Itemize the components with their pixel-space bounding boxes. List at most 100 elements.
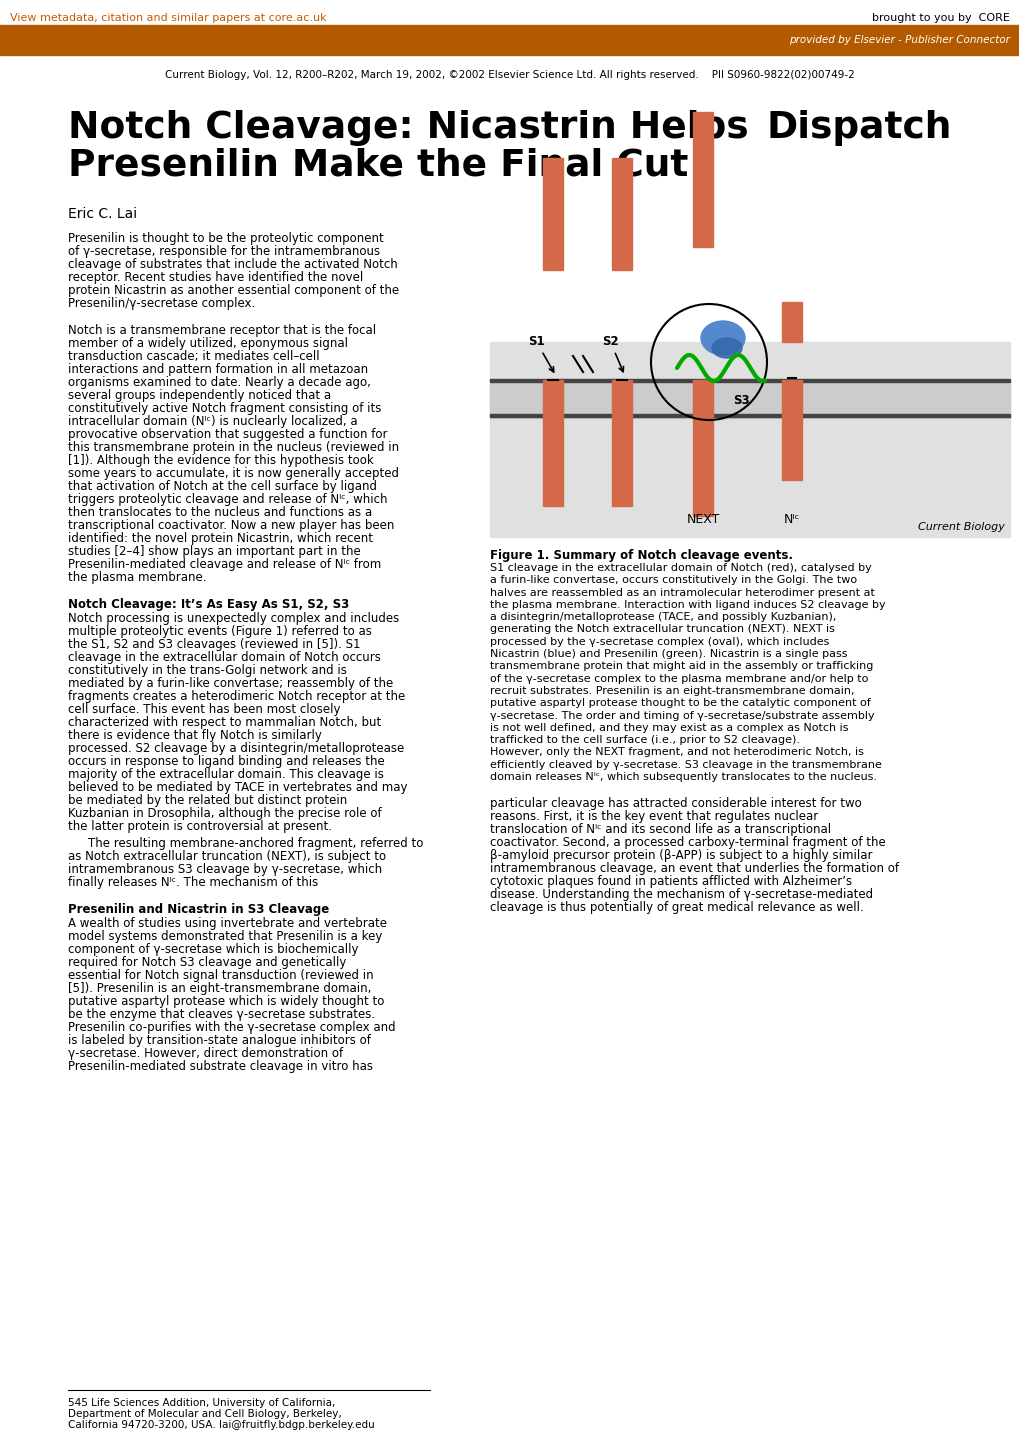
Text: Department of Molecular and Cell Biology, Berkeley,: Department of Molecular and Cell Biology… xyxy=(68,1408,341,1418)
Text: γ-secretase. The order and timing of γ-secretase/substrate assembly: γ-secretase. The order and timing of γ-s… xyxy=(489,710,873,720)
Text: brought to you by  CORE: brought to you by CORE xyxy=(871,13,1009,23)
Text: Current Biology: Current Biology xyxy=(917,522,1004,532)
Bar xyxy=(611,380,632,418)
Text: the latter protein is controversial at present.: the latter protein is controversial at p… xyxy=(68,820,331,833)
Text: believed to be mediated by TACE in vertebrates and may: believed to be mediated by TACE in verte… xyxy=(68,781,408,794)
Text: cytotoxic plaques found in patients afflicted with Alzheimer’s: cytotoxic plaques found in patients affl… xyxy=(489,876,851,889)
Text: efficiently cleaved by γ-secretase. S3 cleavage in the transmembrane: efficiently cleaved by γ-secretase. S3 c… xyxy=(489,760,881,769)
Bar xyxy=(542,380,562,418)
Text: cell surface. This event has been most closely: cell surface. This event has been most c… xyxy=(68,703,340,716)
Text: occurs in response to ligand binding and releases the: occurs in response to ligand binding and… xyxy=(68,755,384,768)
Text: Nᴵᶜ: Nᴵᶜ xyxy=(784,514,799,527)
Text: S1: S1 xyxy=(528,335,553,372)
Text: constitutively active Notch fragment consisting of its: constitutively active Notch fragment con… xyxy=(68,403,381,416)
Text: S3: S3 xyxy=(733,394,749,407)
Text: component of γ-secretase which is biochemically: component of γ-secretase which is bioche… xyxy=(68,942,358,957)
Bar xyxy=(489,342,1009,537)
Text: that activation of Notch at the cell surface by ligand: that activation of Notch at the cell sur… xyxy=(68,481,377,494)
Text: halves are reassembled as an intramolecular heterodimer present at: halves are reassembled as an intramolecu… xyxy=(489,587,874,597)
Text: required for Notch S3 cleavage and genetically: required for Notch S3 cleavage and genet… xyxy=(68,957,346,970)
Text: Presenilin and Nicastrin in S3 Cleavage: Presenilin and Nicastrin in S3 Cleavage xyxy=(68,903,329,916)
Text: be the enzyme that cleaves γ-secretase substrates.: be the enzyme that cleaves γ-secretase s… xyxy=(68,1009,375,1022)
Text: The resulting membrane-anchored fragment, referred to: The resulting membrane-anchored fragment… xyxy=(88,837,423,850)
Text: [1]). Although the evidence for this hypothesis took: [1]). Although the evidence for this hyp… xyxy=(68,455,373,468)
Text: characterized with respect to mammalian Notch, but: characterized with respect to mammalian … xyxy=(68,716,381,729)
Text: as Notch extracellular truncation (NEXT), is subject to: as Notch extracellular truncation (NEXT)… xyxy=(68,850,386,863)
Text: transmembrane protein that might aid in the assembly or trafficking: transmembrane protein that might aid in … xyxy=(489,661,872,671)
Text: Eric C. Lai: Eric C. Lai xyxy=(68,206,137,221)
Text: California 94720-3200, USA. lai@fruitfly.bdgp.berkeley.edu: California 94720-3200, USA. lai@fruitfly… xyxy=(68,1420,374,1430)
Text: domain releases Nᴵᶜ, which subsequently translocates to the nucleus.: domain releases Nᴵᶜ, which subsequently … xyxy=(489,772,876,782)
Text: processed. S2 cleavage by a disintegrin/metalloprotease: processed. S2 cleavage by a disintegrin/… xyxy=(68,742,404,755)
Text: this transmembrane protein in the nucleus (reviewed in: this transmembrane protein in the nucleu… xyxy=(68,442,398,455)
Bar xyxy=(542,418,562,506)
Text: disease. Understanding the mechanism of γ-secretase-mediated: disease. Understanding the mechanism of … xyxy=(489,889,872,902)
Text: member of a widely utilized, eponymous signal: member of a widely utilized, eponymous s… xyxy=(68,338,347,351)
Bar xyxy=(782,380,801,418)
Text: generating the Notch extracellular truncation (NEXT). NEXT is: generating the Notch extracellular trunc… xyxy=(489,625,835,635)
Text: there is evidence that fly Notch is similarly: there is evidence that fly Notch is simi… xyxy=(68,729,322,742)
Text: be mediated by the related but distinct protein: be mediated by the related but distinct … xyxy=(68,794,346,807)
Text: organisms examined to date. Nearly a decade ago,: organisms examined to date. Nearly a dec… xyxy=(68,377,371,390)
Text: intracellular domain (Nᴵᶜ) is nuclearly localized, a: intracellular domain (Nᴵᶜ) is nuclearly … xyxy=(68,416,358,429)
Bar xyxy=(692,113,712,247)
Text: intramembranous cleavage, an event that underlies the formation of: intramembranous cleavage, an event that … xyxy=(489,863,898,876)
Bar xyxy=(0,25,1019,55)
Text: the S1, S2 and S3 cleavages (reviewed in [5]). S1: the S1, S2 and S3 cleavages (reviewed in… xyxy=(68,638,360,651)
Text: β-amyloid precursor protein (β-APP) is subject to a highly similar: β-amyloid precursor protein (β-APP) is s… xyxy=(489,850,871,863)
Text: Presenilin co-purifies with the γ-secretase complex and: Presenilin co-purifies with the γ-secret… xyxy=(68,1022,395,1035)
Text: Dispatch: Dispatch xyxy=(766,110,951,146)
Text: S2: S2 xyxy=(601,335,623,372)
Text: essential for Notch signal transduction (reviewed in: essential for Notch signal transduction … xyxy=(68,970,373,983)
Text: Presenilin/γ-secretase complex.: Presenilin/γ-secretase complex. xyxy=(68,297,255,310)
Bar xyxy=(611,418,632,506)
Text: View metadata, citation and similar papers at core.ac.uk: View metadata, citation and similar pape… xyxy=(10,13,326,23)
Text: However, only the NEXT fragment, and not heterodimeric Notch, is: However, only the NEXT fragment, and not… xyxy=(489,747,863,758)
Text: fragments creates a heterodimeric Notch receptor at the: fragments creates a heterodimeric Notch … xyxy=(68,690,405,703)
Text: the plasma membrane.: the plasma membrane. xyxy=(68,571,206,584)
Bar xyxy=(489,380,1009,382)
Text: Kuzbanian in Drosophila, although the precise role of: Kuzbanian in Drosophila, although the pr… xyxy=(68,807,381,820)
Text: coactivator. Second, a processed carboxy-terminal fragment of the: coactivator. Second, a processed carboxy… xyxy=(489,837,884,850)
Text: provocative observation that suggested a function for: provocative observation that suggested a… xyxy=(68,429,387,442)
Bar xyxy=(692,380,712,418)
Text: triggers proteolytic cleavage and release of Nᴵᶜ, which: triggers proteolytic cleavage and releas… xyxy=(68,494,387,506)
Text: recruit substrates. Presenilin is an eight-transmembrane domain,: recruit substrates. Presenilin is an eig… xyxy=(489,685,854,696)
Ellipse shape xyxy=(700,320,744,355)
Text: A wealth of studies using invertebrate and vertebrate: A wealth of studies using invertebrate a… xyxy=(68,916,386,929)
Text: Current Biology, Vol. 12, R200–R202, March 19, 2002, ©2002 Elsevier Science Ltd.: Current Biology, Vol. 12, R200–R202, Mar… xyxy=(165,71,854,79)
Text: the plasma membrane. Interaction with ligand induces S2 cleavage by: the plasma membrane. Interaction with li… xyxy=(489,600,884,610)
Text: Notch processing is unexpectedly complex and includes: Notch processing is unexpectedly complex… xyxy=(68,612,398,625)
Text: some years to accumulate, it is now generally accepted: some years to accumulate, it is now gene… xyxy=(68,468,398,481)
Text: cleavage of substrates that include the activated Notch: cleavage of substrates that include the … xyxy=(68,258,397,271)
Text: a furin-like convertase, occurs constitutively in the Golgi. The two: a furin-like convertase, occurs constitu… xyxy=(489,576,856,586)
Text: reasons. First, it is the key event that regulates nuclear: reasons. First, it is the key event that… xyxy=(489,811,817,824)
Bar xyxy=(489,222,1009,380)
Bar xyxy=(782,302,801,342)
Text: Presenilin-mediated substrate cleavage in vitro has: Presenilin-mediated substrate cleavage i… xyxy=(68,1061,373,1074)
Text: constitutively in the trans-Golgi network and is: constitutively in the trans-Golgi networ… xyxy=(68,664,346,677)
Text: transcriptional coactivator. Now a new player has been: transcriptional coactivator. Now a new p… xyxy=(68,519,394,532)
Text: putative aspartyl protease thought to be the catalytic component of: putative aspartyl protease thought to be… xyxy=(489,698,870,709)
Text: interactions and pattern formation in all metazoan: interactions and pattern formation in al… xyxy=(68,364,368,377)
Text: mediated by a furin-like convertase; reassembly of the: mediated by a furin-like convertase; rea… xyxy=(68,677,393,690)
Text: transduction cascade; it mediates cell–cell: transduction cascade; it mediates cell–c… xyxy=(68,351,319,364)
Bar xyxy=(542,157,562,270)
Text: is labeled by transition-state analogue inhibitors of: is labeled by transition-state analogue … xyxy=(68,1035,371,1048)
Text: trafficked to the cell surface (i.e., prior to S2 cleavage).: trafficked to the cell surface (i.e., pr… xyxy=(489,734,799,745)
Text: processed by the γ-secretase complex (oval), which includes: processed by the γ-secretase complex (ov… xyxy=(489,636,828,646)
Text: Notch Cleavage: It’s As Easy As S1, S2, S3: Notch Cleavage: It’s As Easy As S1, S2, … xyxy=(68,597,348,610)
Bar xyxy=(692,418,712,517)
Text: particular cleavage has attracted considerable interest for two: particular cleavage has attracted consid… xyxy=(489,798,861,811)
Text: Presenilin Make the Final Cut: Presenilin Make the Final Cut xyxy=(68,149,688,185)
Text: Notch Cleavage: Nicastrin Helps: Notch Cleavage: Nicastrin Helps xyxy=(68,110,748,146)
Text: model systems demonstrated that Presenilin is a key: model systems demonstrated that Presenil… xyxy=(68,929,382,942)
Text: S1 cleavage in the extracellular domain of Notch (red), catalysed by: S1 cleavage in the extracellular domain … xyxy=(489,563,871,573)
Text: identified: the novel protein Nicastrin, which recent: identified: the novel protein Nicastrin,… xyxy=(68,532,373,545)
Text: translocation of Nᴵᶜ and its second life as a transcriptional: translocation of Nᴵᶜ and its second life… xyxy=(489,824,830,837)
Text: cleavage in the extracellular domain of Notch occurs: cleavage in the extracellular domain of … xyxy=(68,651,380,664)
Bar xyxy=(489,414,1009,417)
Text: Notch is a transmembrane receptor that is the focal: Notch is a transmembrane receptor that i… xyxy=(68,325,376,338)
Text: γ-secretase. However, direct demonstration of: γ-secretase. However, direct demonstrati… xyxy=(68,1048,342,1061)
Text: provided by Elsevier - Publisher Connector: provided by Elsevier - Publisher Connect… xyxy=(789,35,1009,45)
